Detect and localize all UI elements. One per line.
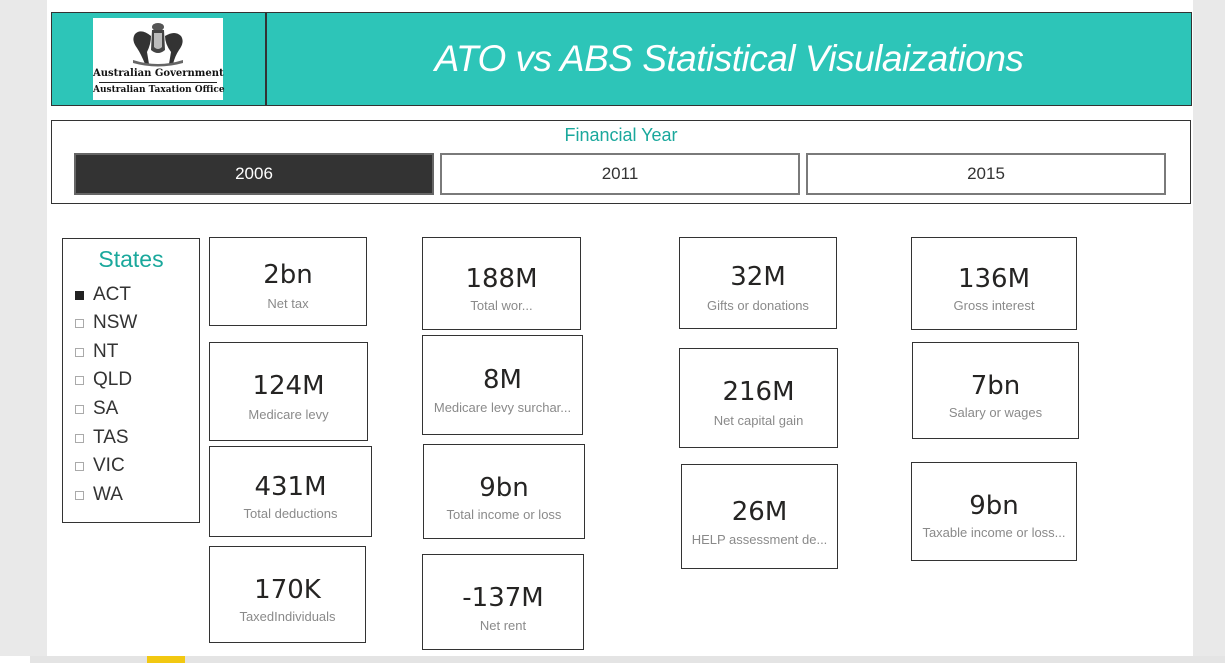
card-label: Taxable income or loss... <box>922 525 1066 540</box>
card-value: 8M <box>483 365 522 395</box>
state-item-wa[interactable]: WA <box>75 482 123 508</box>
logo-divider <box>99 82 217 83</box>
state-label: NT <box>93 341 119 362</box>
states-title: States <box>98 246 164 272</box>
card-total-income-or-loss[interactable]: 9bn Total income or loss <box>423 444 585 539</box>
card-label: Net capital gain <box>713 413 804 428</box>
state-label: VIC <box>93 455 125 476</box>
checkbox-icon[interactable] <box>75 375 84 385</box>
card-value: 32M <box>730 262 786 292</box>
checkbox-icon[interactable] <box>75 490 84 500</box>
coat-of-arms-icon <box>133 23 183 67</box>
card-value: 26M <box>731 497 788 527</box>
card-salary-or-wages[interactable]: 7bn Salary or wages <box>912 342 1079 439</box>
checkbox-icon[interactable] <box>75 404 84 414</box>
card-value: 9bn <box>479 473 529 503</box>
report-title: ATO vs ABS Statistical Visulaizations <box>434 38 1024 79</box>
card-medicare-levy[interactable]: 124M Medicare levy <box>209 342 368 441</box>
state-item-nsw[interactable]: NSW <box>75 310 137 336</box>
card-total-deductions[interactable]: 431M Total deductions <box>209 446 372 537</box>
card-label: Medicare levy <box>248 407 329 422</box>
tab-bar-left <box>0 656 30 663</box>
card-taxed-individuals[interactable]: 170K TaxedIndividuals <box>209 546 366 643</box>
card-label: Gross interest <box>953 298 1035 313</box>
card-value: 136M <box>957 264 1031 294</box>
checkbox-icon[interactable] <box>75 433 84 443</box>
state-label: NSW <box>93 312 138 333</box>
card-label: Medicare levy surchar... <box>433 400 572 415</box>
checkbox-icon[interactable] <box>75 461 84 471</box>
card-value: -137M <box>462 583 544 613</box>
card-value: 7bn <box>970 371 1021 401</box>
card-value: 124M <box>252 371 325 401</box>
card-gross-interest[interactable]: 136M Gross interest <box>911 237 1077 330</box>
card-gifts-or-donations[interactable]: 32M Gifts or donations <box>679 237 837 329</box>
state-item-vic[interactable]: VIC <box>75 453 125 479</box>
card-label: Total deductions <box>243 506 338 521</box>
ato-logo: Australian Government Australian Taxatio… <box>93 18 225 100</box>
card-value: 431M <box>254 472 327 502</box>
card-label: HELP assessment de... <box>691 532 828 547</box>
card-taxable-income[interactable]: 9bn Taxable income or loss... <box>911 462 1077 561</box>
card-net-rent[interactable]: -137M Net rent <box>422 554 584 650</box>
card-help-assessment[interactable]: 26M HELP assessment de... <box>681 464 838 569</box>
state-item-act[interactable]: ACT <box>75 282 131 308</box>
card-value: 2bn <box>263 260 313 290</box>
state-label: QLD <box>93 369 133 390</box>
logo-text-ato: Australian Taxation Office <box>93 85 225 95</box>
fy-button-2011[interactable]: 2011 <box>440 153 800 195</box>
state-item-qld[interactable]: QLD <box>75 367 132 393</box>
card-label: Net tax <box>267 296 309 311</box>
checkbox-icon[interactable] <box>75 318 84 328</box>
fy-button-2015[interactable]: 2015 <box>806 153 1166 195</box>
card-value: 9bn <box>969 491 1019 521</box>
report-title-banner: ATO vs ABS Statistical Visulaizations <box>266 12 1192 106</box>
card-label: Total wor... <box>470 298 533 313</box>
active-page-tab[interactable] <box>147 656 185 663</box>
report-canvas: Australian Government Australian Taxatio… <box>47 0 1193 656</box>
card-label: Net rent <box>479 618 527 633</box>
state-item-tas[interactable]: TAS <box>75 425 129 451</box>
state-item-nt[interactable]: NT <box>75 339 118 365</box>
card-net-tax[interactable]: 2bn Net tax <box>209 237 367 326</box>
logo-text-government: Australian Government <box>93 68 224 79</box>
card-medicare-levy-surcharge[interactable]: 8M Medicare levy surchar... <box>422 335 583 435</box>
checkbox-icon[interactable] <box>75 290 84 300</box>
card-value: 216M <box>722 377 795 407</box>
page-tab-bar <box>0 656 1225 663</box>
card-value: 188M <box>465 264 538 294</box>
card-label: Salary or wages <box>948 405 1043 420</box>
checkbox-icon[interactable] <box>75 347 84 357</box>
card-value: 170K <box>254 575 321 605</box>
state-label: WA <box>93 484 123 505</box>
fy-button-2006[interactable]: 2006 <box>74 153 434 195</box>
state-item-sa[interactable]: SA <box>75 396 118 422</box>
state-label: TAS <box>93 427 129 448</box>
state-label: ACT <box>93 284 131 305</box>
card-net-capital-gain[interactable]: 216M Net capital gain <box>679 348 838 448</box>
financial-year-slicer: Financial Year 2006 2011 2015 <box>51 120 1191 204</box>
state-label: SA <box>93 398 119 419</box>
card-label: Gifts or donations <box>707 298 809 313</box>
financial-year-title: Financial Year <box>564 125 678 145</box>
card-label: Total income or loss <box>446 507 562 522</box>
logo-panel: Australian Government Australian Taxatio… <box>51 12 266 106</box>
card-label: TaxedIndividuals <box>239 609 336 624</box>
card-total-work[interactable]: 188M Total wor... <box>422 237 581 330</box>
states-slicer: States ACT NSW NT QLD SA TAS VIC <box>62 238 200 523</box>
